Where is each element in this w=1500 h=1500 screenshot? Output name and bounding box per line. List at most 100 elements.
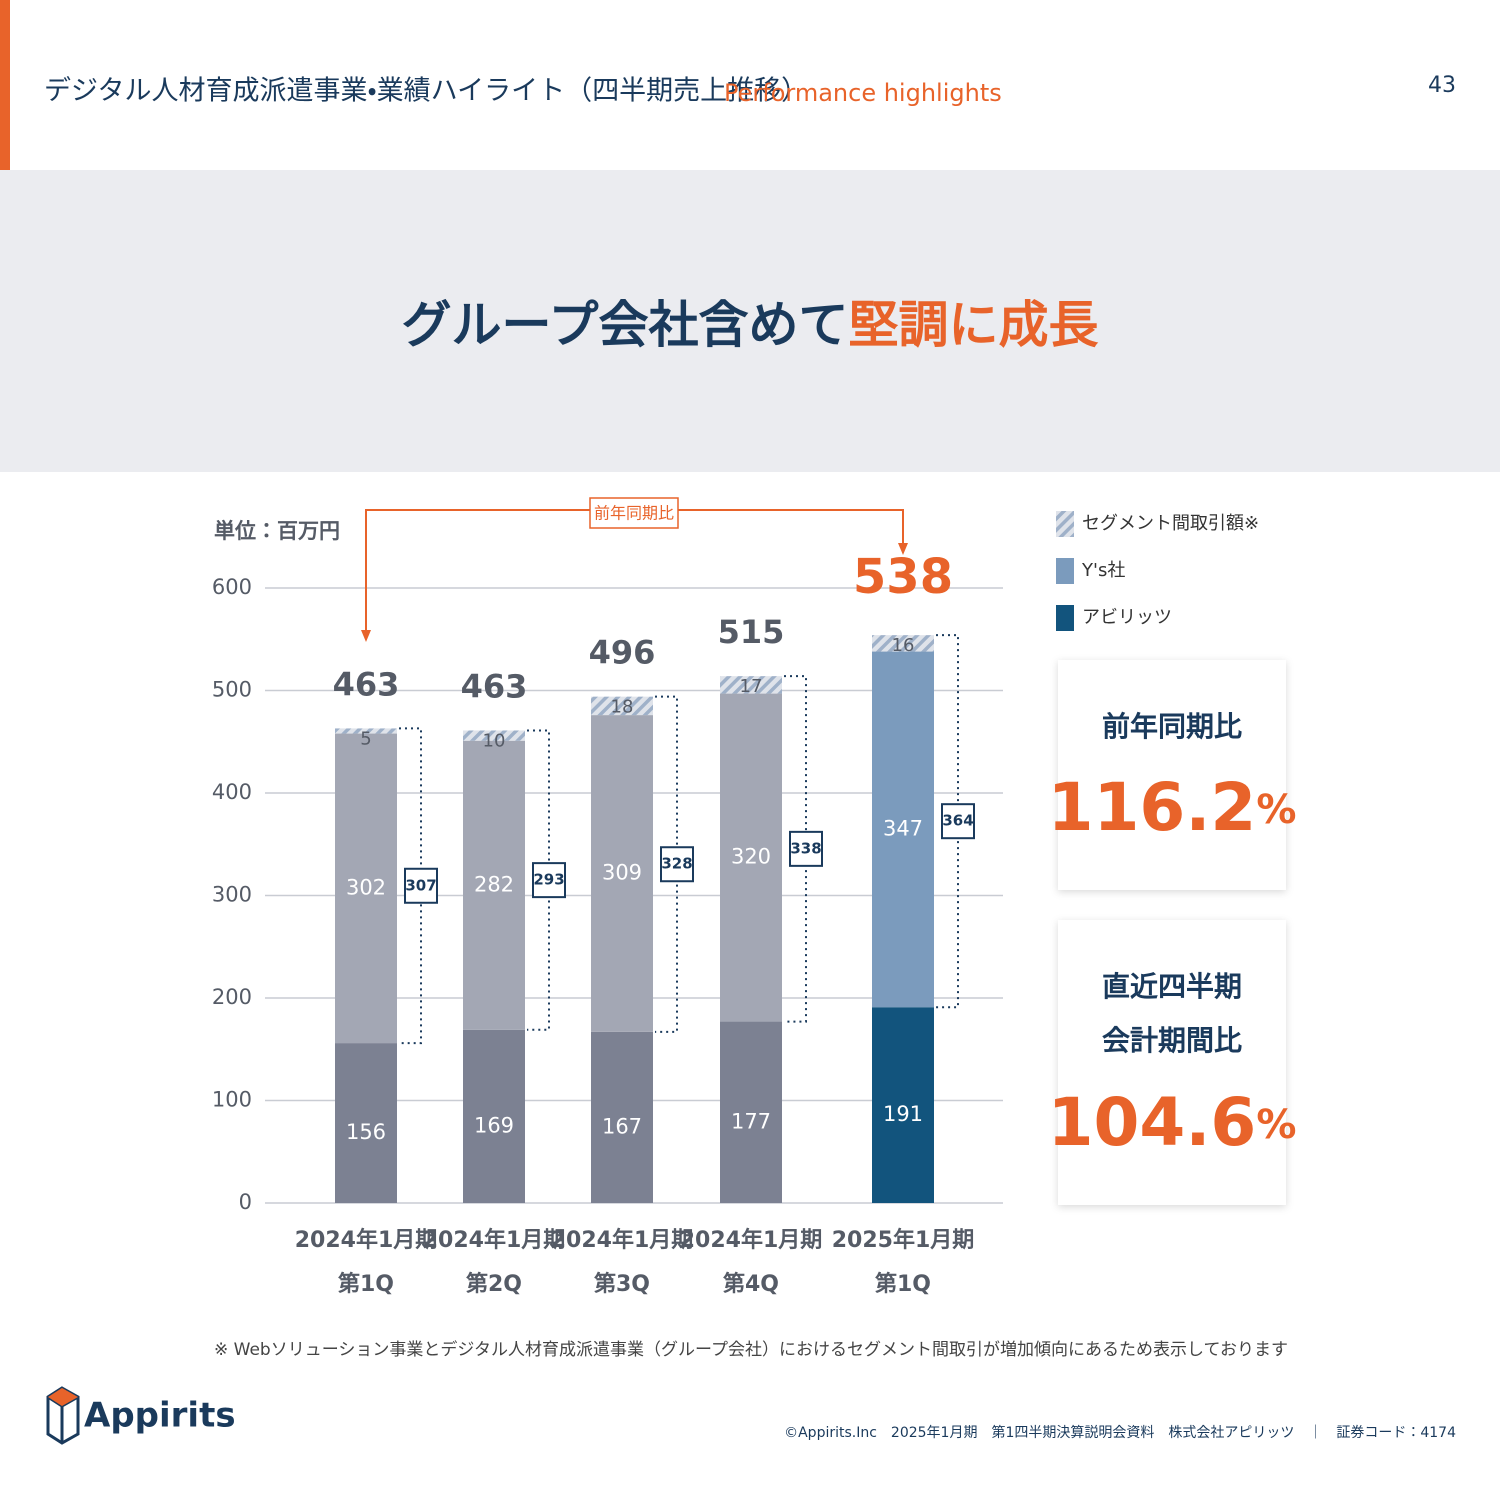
kpi-card (1058, 920, 1286, 1205)
value-label: 17 (740, 676, 763, 697)
total-label: 538 (853, 549, 953, 605)
value-label: 177 (731, 1109, 771, 1133)
value-label: 302 (346, 875, 386, 899)
subtotal-box (532, 862, 566, 899)
logo-text: Appirits (84, 1396, 236, 1436)
y-tick-label: 200 (212, 985, 252, 1009)
header-title: デジタル人材育成派遣事業・業績ハイライト（四半期売上推移） (44, 76, 808, 107)
bar-segment (720, 1021, 782, 1203)
page-number: 43 (1428, 73, 1456, 98)
y-tick-label: 300 (212, 883, 252, 907)
y-tick-label: 400 (212, 780, 252, 804)
x-tick-label: 2024年1月期 (295, 1227, 438, 1253)
headline-dark: グループ会社含めて (402, 296, 849, 354)
kpi-unit: % (1256, 787, 1296, 833)
total-label: 496 (589, 634, 656, 672)
bar-segment (872, 635, 934, 652)
value-label: 191 (883, 1102, 923, 1126)
kpi-number: 116.2 (1048, 769, 1257, 846)
value-label: 282 (474, 872, 514, 896)
y-tick-label: 500 (212, 678, 252, 702)
value-label: 167 (602, 1114, 642, 1138)
legend-label: Y's社 (1081, 560, 1125, 581)
subtotal-label: 338 (790, 839, 821, 857)
y-tick-label: 0 (239, 1190, 252, 1214)
value-label: 156 (346, 1120, 386, 1144)
total-label: 463 (333, 665, 400, 703)
y-tick-label: 100 (212, 1088, 252, 1112)
bar-segment (463, 740, 525, 1030)
value-label: 309 (602, 860, 642, 884)
bar-segment (872, 651, 934, 1008)
arrow-head (361, 630, 371, 642)
subtotal-bracket (784, 675, 807, 1023)
subtotal-label: 364 (942, 812, 973, 830)
y-tick-label: 600 (212, 575, 252, 599)
annotation-label: 前年同期比 (594, 504, 674, 523)
legend-swatch (1056, 558, 1074, 584)
accent-bar (0, 0, 10, 170)
bar-segment (720, 693, 782, 1022)
legend-swatch (1056, 605, 1074, 631)
bar-segment (591, 696, 653, 716)
footer: ©Appirits.Inc 2025年1月期 第1四半期決算説明会資料 株式会社… (784, 1424, 1456, 1441)
x-tick-label: 第2Q (465, 1271, 522, 1297)
headline-accent: 堅調に成長 (849, 296, 1099, 354)
logo: Appirits (46, 1386, 236, 1445)
kpi-value: 104.6% (1048, 1084, 1297, 1161)
bar-segment (335, 728, 397, 734)
value-label: 16 (892, 635, 915, 656)
bar-segment (335, 733, 397, 1044)
bar-segment (720, 676, 782, 694)
unit-label: 単位：百万円 (214, 519, 340, 543)
kpi-card (1058, 660, 1286, 890)
annotation-box (589, 497, 679, 529)
x-tick-label: 第1Q (874, 1271, 931, 1297)
subtotal-label: 293 (533, 871, 564, 889)
kpi-number: 104.6 (1048, 1084, 1257, 1161)
x-tick-label: 第4Q (722, 1271, 779, 1297)
bar-segment (591, 715, 653, 1032)
x-tick-label: 2024年1月期 (423, 1227, 566, 1253)
kpi-label: 直近四半期 (1102, 970, 1242, 1003)
subtotal-box (404, 867, 438, 904)
bar-segment (335, 1043, 397, 1203)
subtotal-box (789, 830, 823, 867)
kpi-label: 会計期間比 (1102, 1024, 1242, 1057)
value-label: 347 (883, 816, 923, 840)
kpi-value: 116.2% (1048, 769, 1297, 846)
legend-label: セグメント間取引額※ (1082, 513, 1259, 534)
legend-swatch (1056, 511, 1074, 537)
bar-segment (872, 1007, 934, 1203)
value-label: 18 (611, 697, 634, 718)
banner (0, 170, 1500, 472)
arrow-head (898, 543, 908, 555)
kpi-label: 前年同期比 (1102, 710, 1242, 743)
bar-segment (591, 1031, 653, 1203)
value-label: 169 (474, 1113, 514, 1137)
total-label: 463 (461, 667, 528, 705)
kpi-unit: % (1256, 1102, 1296, 1148)
headline: グループ会社含めて堅調に成長 (402, 296, 1099, 354)
header-subtitle: Performance highlights (724, 79, 1002, 107)
subtotal-box (941, 803, 975, 840)
footnote: ※ Webソリューション事業とデジタル人材育成派遣事業（グループ会社）におけるセ… (214, 1339, 1288, 1360)
logo-icon-top (48, 1388, 78, 1406)
legend-label: アビリッツ (1082, 607, 1172, 628)
x-tick-label: 第3Q (593, 1271, 650, 1297)
subtotal-label: 328 (661, 855, 692, 873)
value-label: 5 (360, 728, 371, 749)
bar-segment (463, 1029, 525, 1203)
x-tick-label: 第1Q (337, 1271, 394, 1297)
bar-segment (463, 730, 525, 741)
value-label: 320 (731, 845, 771, 869)
subtotal-box (660, 846, 694, 883)
x-tick-label: 2025年1月期 (832, 1227, 975, 1253)
x-tick-label: 2024年1月期 (680, 1227, 823, 1253)
total-label: 515 (718, 613, 785, 651)
x-tick-label: 2024年1月期 (551, 1227, 694, 1253)
value-label: 10 (483, 730, 506, 751)
